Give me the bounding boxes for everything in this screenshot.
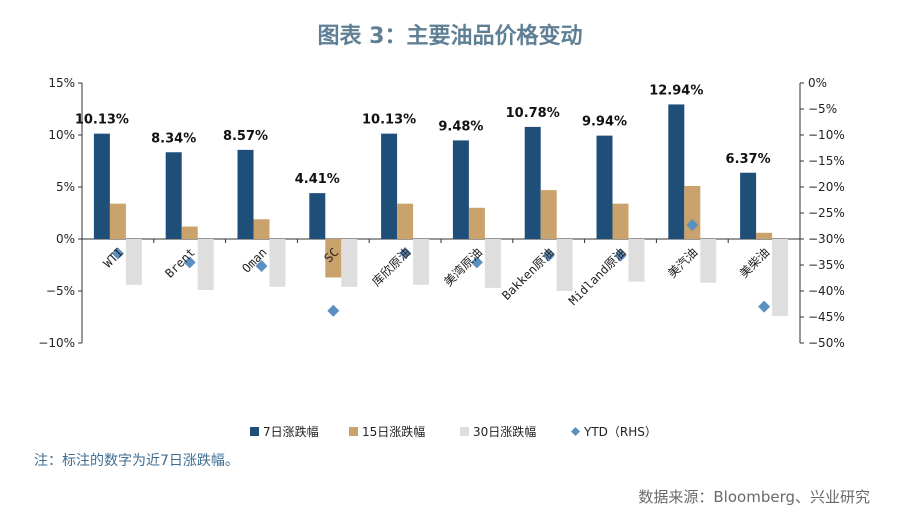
data-label: 8.34% [151,131,196,146]
bar-7d [93,133,110,239]
bar-7d [668,104,685,239]
category-label: WTI [101,245,126,270]
bar-15d [540,190,557,239]
data-source: 数据来源：Bloomberg、兴业研究 [638,488,870,506]
data-label: 9.94% [582,115,627,130]
bar-15d [253,219,270,239]
bar-30d [484,239,501,288]
bar-15d [468,207,485,239]
bar-15d [397,203,414,239]
right-tick-label: −20% [808,180,845,194]
bar-15d [181,226,198,239]
bar-30d [341,239,358,287]
bar-30d [125,239,142,285]
bar-30d [556,239,573,291]
left-tick-label: 5% [56,180,75,194]
bar-15d [756,232,773,239]
legend-label: 30日涨跌幅 [473,424,536,439]
ytd-marker [686,218,699,231]
bar-15d [612,203,629,239]
data-label: 8.57% [223,129,268,144]
left-tick-label: 15% [48,76,75,90]
bar-7d [237,149,254,239]
ytd-marker [327,304,340,317]
bar-30d [413,239,430,285]
data-label: 12.94% [649,83,703,98]
category-label: Bakken原油 [499,245,557,303]
category-label: Midland原油 [566,245,629,308]
right-tick-label: −40% [808,284,845,298]
legend-swatch [349,427,358,436]
bar-7d [381,133,398,239]
right-tick-label: −30% [808,232,845,246]
data-label: 4.41% [295,172,340,187]
ytd-marker [255,260,268,273]
legend-swatch [250,427,259,436]
data-label: 10.13% [362,113,416,128]
left-tick-label: 0% [56,232,75,246]
bar-7d [740,172,757,239]
legend-label: 7日涨跌幅 [263,424,319,439]
legend-swatch [460,427,469,436]
bar-30d [197,239,214,290]
right-tick-label: −45% [808,310,845,324]
chart-note: 注：标注的数字为近7日涨跌幅。 [34,453,239,469]
category-label: 美汽油 [664,245,700,281]
left-tick-label: 10% [48,128,75,142]
ytd-marker [470,256,483,269]
data-label: 10.78% [506,106,560,121]
bar-7d [596,135,613,239]
category-label: Oman [239,245,269,275]
legend-label: YTD（RHS） [583,425,657,439]
right-tick-label: −5% [808,102,837,116]
data-label: 10.13% [75,113,129,128]
chart-title: 图表 3：主要油品价格变动 [317,24,583,49]
legend-marker [571,427,580,436]
right-tick-label: −25% [808,206,845,220]
right-tick-label: −10% [808,128,845,142]
data-label: 9.48% [438,119,483,134]
category-label: 美柴油 [737,245,772,280]
bar-7d [309,193,326,239]
ytd-marker [399,247,412,260]
right-tick-label: −50% [808,336,845,350]
left-tick-label: −5% [46,284,75,298]
bar-7d [524,126,541,239]
ytd-marker [758,300,771,313]
ytd-marker [111,247,124,260]
bar-15d [325,239,342,278]
left-tick-label: −10% [38,336,75,350]
bar-15d [684,185,701,239]
bar-30d [269,239,286,287]
ytd-marker [542,249,555,262]
legend-label: 15日涨跌幅 [362,424,425,439]
ytd-marker [183,256,196,269]
bar-30d [772,239,789,316]
bar-7d [165,152,182,239]
data-label: 6.37% [726,152,771,167]
ytd-marker [614,249,627,262]
bar-15d [109,203,126,239]
category-label: 库欣原油 [369,245,414,290]
bar-7d [452,140,469,239]
bar-30d [700,239,717,283]
bar-30d [628,239,645,282]
right-tick-label: −35% [808,258,845,272]
right-tick-label: 0% [808,76,827,90]
right-tick-label: −15% [808,154,845,168]
